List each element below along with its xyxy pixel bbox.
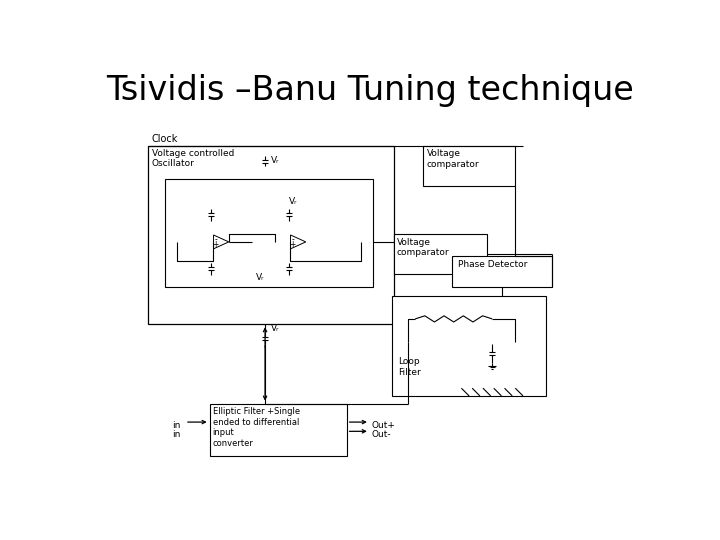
Text: Vᵣ: Vᵣ	[289, 197, 297, 206]
Text: +: +	[212, 240, 219, 249]
Bar	[392, 296, 546, 396]
Text: -: -	[292, 235, 294, 244]
Text: Voltage
comparator: Voltage comparator	[427, 150, 480, 169]
Text: Vᵣ: Vᵣ	[271, 324, 279, 333]
Text: +: +	[289, 240, 296, 249]
Text: Out-: Out-	[372, 430, 391, 439]
Text: Vᵣ: Vᵣ	[271, 156, 279, 165]
Text: Elliptic Filter +Single
ended to differential
input
converter: Elliptic Filter +Single ended to differe…	[212, 408, 300, 448]
Text: -: -	[215, 235, 217, 244]
Text: Clock: Clock	[151, 134, 177, 144]
Bar	[148, 146, 395, 325]
Text: Loop
Filter: Loop Filter	[398, 357, 421, 377]
Text: Voltage
comparator: Voltage comparator	[397, 238, 449, 258]
Text: Out+: Out+	[372, 421, 395, 429]
Text: Voltage controlled
Oscillator: Voltage controlled Oscillator	[152, 148, 234, 168]
Text: Tsividis –Banu Tuning technique: Tsividis –Banu Tuning technique	[106, 74, 634, 107]
Text: in: in	[172, 421, 180, 429]
Bar	[423, 146, 516, 186]
Text: Vᵣ: Vᵣ	[256, 273, 264, 282]
Bar	[395, 234, 487, 274]
Text: Phase Detector: Phase Detector	[459, 260, 528, 269]
Text: in: in	[172, 430, 180, 439]
Bar	[210, 403, 346, 456]
Bar	[165, 179, 373, 287]
Bar	[452, 256, 552, 287]
